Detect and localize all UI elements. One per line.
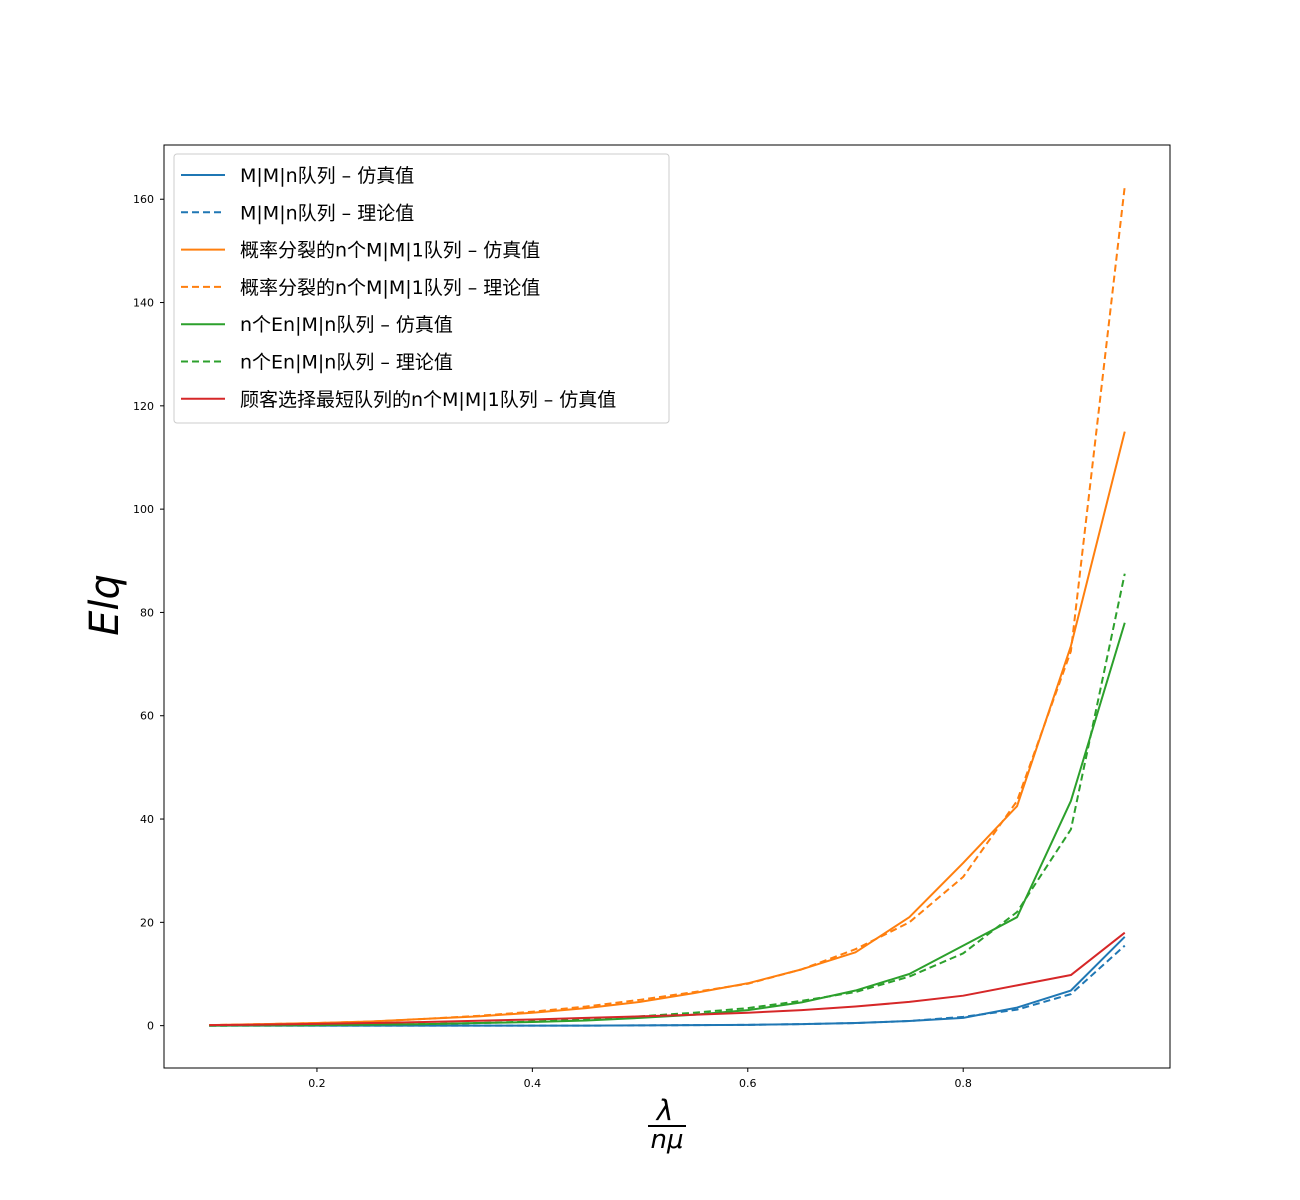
- legend-label: M|M|n队列 – 理论值: [240, 202, 414, 224]
- x-axis-label: λ nμ: [648, 1094, 686, 1155]
- y-tick-label: 40: [140, 813, 154, 826]
- x-axis: 0.2 0.4 0.6 0.8: [308, 1068, 972, 1090]
- legend-label: n个En|M|n队列 – 仿真值: [240, 314, 453, 336]
- series-layer: [209, 186, 1126, 1027]
- x-tick-label: 0.8: [954, 1077, 972, 1090]
- plot-area-frame: [163, 144, 1171, 1069]
- y-tick-label: 0: [147, 1020, 154, 1033]
- legend-label: M|M|n队列 – 仿真值: [240, 165, 414, 187]
- series-line-6: [209, 573, 1126, 1027]
- y-tick-label: 100: [133, 503, 154, 516]
- legend: M|M|n队列 – 仿真值 M|M|n队列 – 理论值概率分裂的n个M|M|1队列…: [173, 153, 670, 424]
- y-axis: 0 20 40 60 80 100 120 140 160: [133, 193, 164, 1033]
- y-tick-label: 80: [140, 606, 154, 619]
- y-tick-label: 140: [133, 297, 154, 310]
- series-line-7: [209, 931, 1126, 1027]
- y-tick-label: 160: [133, 193, 154, 206]
- y-tick-label: 120: [133, 400, 154, 413]
- legend-label: 概率分裂的n个M|M|1队列 – 理论值: [240, 277, 540, 299]
- y-tick-label: 20: [140, 916, 154, 929]
- y-tick-label: 60: [140, 710, 154, 723]
- series-line-3: [209, 431, 1126, 1027]
- x-tick-label: 0.4: [524, 1077, 542, 1090]
- x-axis-label-denominator: nμ: [650, 1125, 683, 1155]
- y-axis-label: Elq: [82, 574, 128, 636]
- x-tick-label: 0.2: [308, 1077, 326, 1090]
- x-axis-label-numerator: λ: [655, 1094, 674, 1127]
- series-line-2: [209, 944, 1126, 1027]
- legend-label: n个En|M|n队列 – 理论值: [240, 352, 453, 374]
- legend-label: 顾客选择最短队列的n个M|M|1队列 – 仿真值: [240, 389, 616, 411]
- x-tick-label: 0.6: [739, 1077, 757, 1090]
- legend-box: [173, 153, 670, 424]
- legend-label: 概率分裂的n个M|M|1队列 – 仿真值: [240, 240, 540, 262]
